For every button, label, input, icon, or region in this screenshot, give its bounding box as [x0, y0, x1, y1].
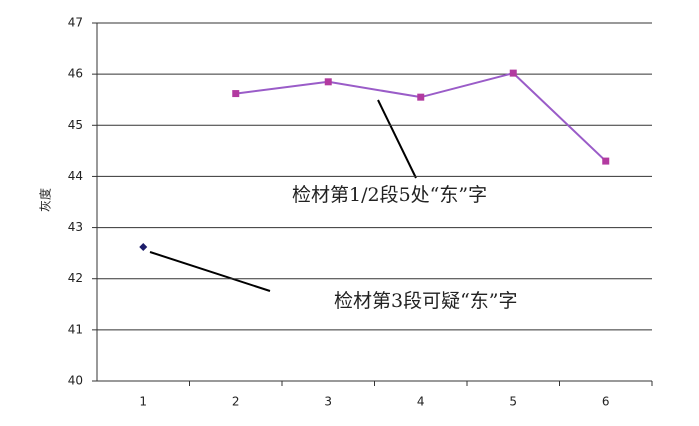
- point: [602, 157, 610, 165]
- annotation-pointer: [149, 251, 271, 292]
- y-tick-label: 47: [68, 16, 83, 30]
- x-tick-label: 5: [509, 395, 517, 409]
- x-tick-label: 2: [232, 395, 240, 409]
- annotation: 检材第3段可疑“东”字: [334, 290, 518, 312]
- point: [232, 90, 240, 98]
- y-tick-label: 43: [68, 220, 83, 234]
- y-tick-label: 41: [68, 322, 83, 336]
- point: [509, 69, 517, 77]
- y-axis-label: 灰度: [38, 188, 53, 212]
- y-tick-label: 40: [68, 374, 83, 388]
- y-tick-label: 46: [68, 67, 83, 81]
- point: [417, 93, 425, 101]
- annotation: 检材第1/2段5处“东”字: [292, 184, 487, 206]
- x-tick-label: 1: [139, 395, 147, 409]
- annotation-pointer: [377, 99, 417, 179]
- x-tick-label: 4: [417, 395, 425, 409]
- x-tick-label: 3: [324, 395, 332, 409]
- y-tick-label: 42: [68, 271, 83, 285]
- series-line: [235, 72, 607, 162]
- point: [324, 78, 332, 86]
- x-tick-label: 6: [602, 395, 610, 409]
- y-tick-label: 44: [68, 169, 83, 183]
- point: [139, 243, 148, 252]
- y-tick-label: 45: [68, 118, 83, 132]
